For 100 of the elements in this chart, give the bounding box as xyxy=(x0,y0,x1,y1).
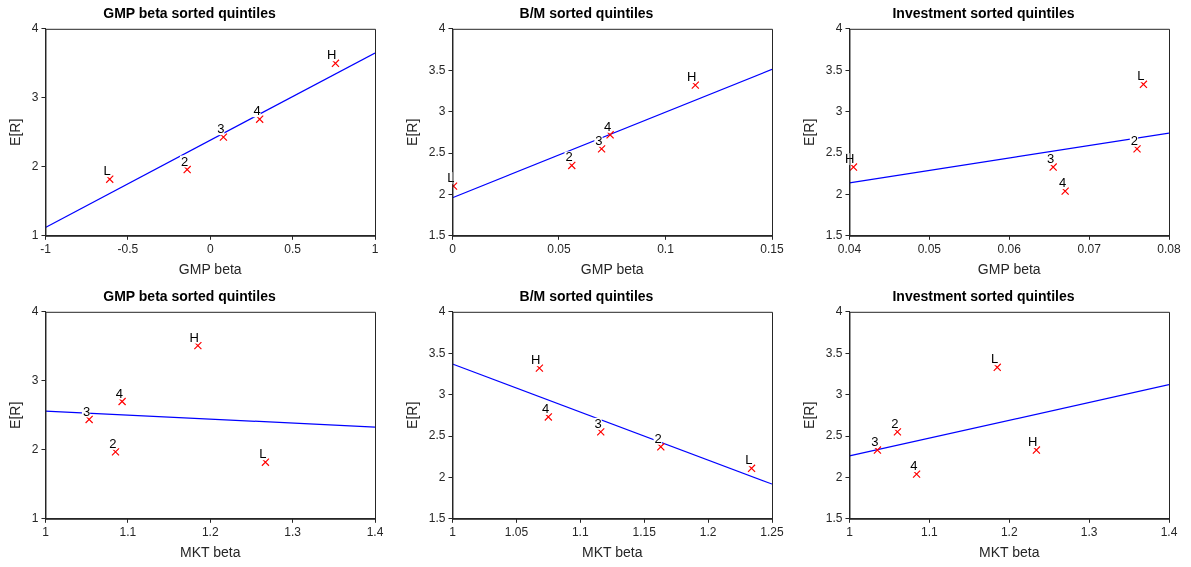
y-tick-label: 3 xyxy=(31,373,39,388)
annotation: 3 xyxy=(871,434,879,450)
y-axis-title: E[R] xyxy=(7,401,24,429)
annotation: H xyxy=(531,352,541,368)
y-tick-label: 2.5 xyxy=(825,145,843,160)
point xyxy=(849,162,858,172)
y-axis-title: E[R] xyxy=(801,401,818,429)
annotation: L xyxy=(447,170,455,186)
point xyxy=(596,427,605,436)
y-tick-label: 4 xyxy=(31,304,39,319)
x-tick-label: 0.07 xyxy=(1077,242,1102,257)
point xyxy=(993,363,1002,372)
y-axis-title: E[R] xyxy=(404,401,421,429)
annotation: 3 xyxy=(217,121,225,137)
annotation: 3 xyxy=(82,403,91,419)
y-tick-label: 3.5 xyxy=(428,345,446,360)
point xyxy=(893,427,902,436)
y-tick-label: 4 xyxy=(835,21,843,36)
annotation: 4 xyxy=(1058,175,1067,191)
annotation: 4 xyxy=(910,458,918,474)
point xyxy=(873,445,882,455)
y-tick-label: 3 xyxy=(31,90,39,105)
x-tick-label: 0 xyxy=(449,242,457,257)
point xyxy=(111,447,120,457)
y-tick-label: 4 xyxy=(438,304,446,319)
annotation: H xyxy=(1028,434,1038,450)
y-tick-label: 1 xyxy=(31,228,39,243)
x-tick-label: 1.4 xyxy=(1160,525,1178,540)
annotation: 2 xyxy=(109,435,117,451)
y-tick-label: 2 xyxy=(438,186,446,201)
x-tick-label: 1 xyxy=(42,525,50,540)
x-tick-label: 1.05 xyxy=(504,525,529,540)
point xyxy=(597,144,606,153)
point xyxy=(105,175,114,184)
y-tick-label: 1.5 xyxy=(428,511,446,526)
y-tick-label: 2 xyxy=(835,186,843,201)
y-tick-label: 4 xyxy=(438,21,446,36)
y-tick-label: 1.5 xyxy=(825,228,843,243)
chart-title: GMP beta sorted quintiles xyxy=(103,5,276,22)
chart-title: Investment sorted quintiles xyxy=(892,288,1075,305)
point xyxy=(691,80,700,90)
y-tick-label: 1.5 xyxy=(825,511,843,526)
y-tick-label: 2 xyxy=(438,469,446,484)
point xyxy=(1132,144,1142,153)
y-tick-label: 3.5 xyxy=(825,62,843,77)
x-tick-label: 1 xyxy=(846,525,854,540)
point xyxy=(1049,162,1058,172)
y-tick-label: 2 xyxy=(31,159,39,174)
annotation: H xyxy=(189,329,199,345)
point xyxy=(255,115,264,124)
x-tick-label: 0.05 xyxy=(547,242,571,257)
point xyxy=(85,415,94,424)
point xyxy=(656,442,665,451)
x-axis-title: MKT beta xyxy=(180,544,241,561)
x-tick-label: 0.5 xyxy=(284,242,302,257)
y-tick-label: 2 xyxy=(31,442,39,457)
point xyxy=(1032,445,1041,455)
y-tick-label: 3 xyxy=(438,103,446,118)
x-tick-label: 0.1 xyxy=(657,242,675,257)
x-axis-title: GMP beta xyxy=(178,261,242,278)
y-tick-label: 3 xyxy=(835,103,843,118)
chart-title: Investment sorted quintiles xyxy=(892,5,1075,22)
y-axis-title: E[R] xyxy=(404,118,421,146)
annotation: 3 xyxy=(595,132,603,148)
point xyxy=(912,469,921,479)
point xyxy=(535,363,544,373)
y-tick-label: 2.5 xyxy=(825,428,843,443)
x-tick-label: -1 xyxy=(40,242,52,257)
x-axis-title: GMP beta xyxy=(977,261,1041,278)
x-tick-label: 0.05 xyxy=(917,242,942,257)
chart-title: B/M sorted quintiles xyxy=(519,5,654,22)
annotation: 4 xyxy=(253,103,261,119)
annotation: 3 xyxy=(594,415,602,431)
y-tick-label: 3 xyxy=(835,386,843,401)
y-tick-label: 1.5 xyxy=(428,228,446,243)
annotation: 2 xyxy=(1130,132,1139,148)
x-tick-label: 1.4 xyxy=(366,525,384,540)
x-tick-label: 0.04 xyxy=(837,242,862,257)
x-tick-label: 1.3 xyxy=(1080,525,1098,540)
x-tick-label: 0.06 xyxy=(997,242,1022,257)
annotation: L xyxy=(991,351,999,367)
annotation: H xyxy=(327,47,337,63)
x-axis-title: GMP beta xyxy=(580,261,644,278)
x-tick-label: 1.3 xyxy=(284,525,302,540)
annotation: 4 xyxy=(603,118,612,134)
chart-title: GMP beta sorted quintiles xyxy=(103,288,276,305)
chart-title: B/M sorted quintiles xyxy=(519,288,654,305)
annotation: 4 xyxy=(542,401,550,417)
annotation: L xyxy=(1137,68,1145,84)
x-tick-label: 1.1 xyxy=(921,525,939,540)
annotation: 2 xyxy=(565,149,573,165)
annotation: H xyxy=(845,151,855,167)
x-tick-label: 1.1 xyxy=(571,525,589,540)
y-axis-title: E[R] xyxy=(801,118,818,146)
x-axis-title: MKT beta xyxy=(979,544,1040,561)
x-tick-label: 1.25 xyxy=(760,525,784,540)
point xyxy=(193,341,203,350)
point xyxy=(747,464,756,473)
y-tick-label: 3 xyxy=(438,386,446,401)
x-tick-label: 1.2 xyxy=(201,525,219,540)
